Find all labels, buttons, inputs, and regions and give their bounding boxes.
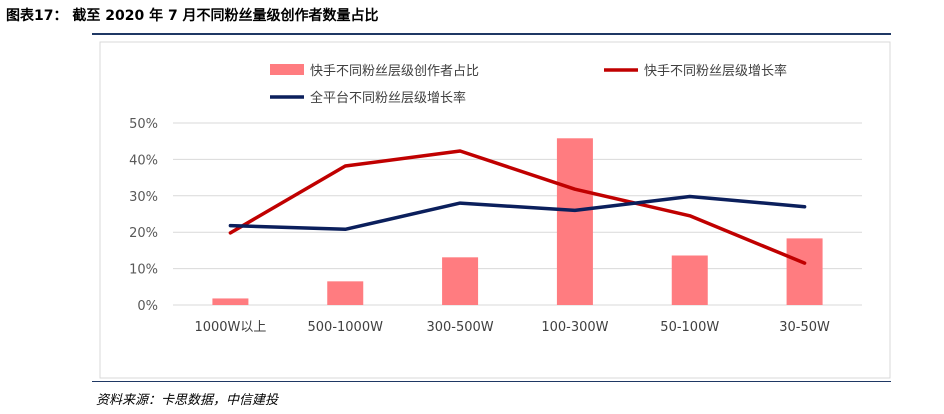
legend-label: 全平台不同粉丝层级增长率	[310, 90, 466, 106]
y-tick-label: 20%	[129, 226, 158, 241]
y-tick-label: 40%	[129, 153, 158, 168]
series-line-platform-growth	[228, 194, 807, 232]
top-rule	[92, 33, 891, 35]
x-tick-label: 300-500W	[426, 320, 493, 335]
bar	[786, 238, 823, 305]
y-tick-label: 30%	[129, 190, 158, 205]
legend-label: 快手不同粉丝层级增长率	[644, 63, 787, 79]
y-tick-label: 0%	[137, 299, 158, 314]
bar	[442, 257, 479, 305]
y-tick-label: 10%	[129, 263, 158, 278]
legend-label: 快手不同粉丝层级创作者占比	[310, 64, 479, 79]
source-note: 资料来源：卡思数据，中信建投	[96, 393, 279, 408]
chart-border	[99, 41, 891, 379]
x-tick-label: 1000W以上	[194, 320, 266, 335]
y-tick-label: 50%	[129, 117, 158, 132]
figure-title: 图表17： 截至 2020 年 7 月不同粉丝量级创作者数量占比	[6, 8, 379, 24]
x-tick-label: 50-100W	[660, 320, 719, 335]
bar	[671, 255, 708, 305]
bar	[327, 281, 364, 305]
bar	[556, 138, 593, 305]
bar	[212, 298, 249, 305]
x-tick-label: 100-300W	[541, 320, 608, 335]
x-tick-label: 30-50W	[779, 320, 830, 335]
x-tick-label: 500-1000W	[308, 320, 384, 335]
series-line-kuaishou-growth	[228, 149, 807, 265]
legend-swatch	[270, 64, 304, 75]
bottom-rule	[92, 381, 891, 382]
